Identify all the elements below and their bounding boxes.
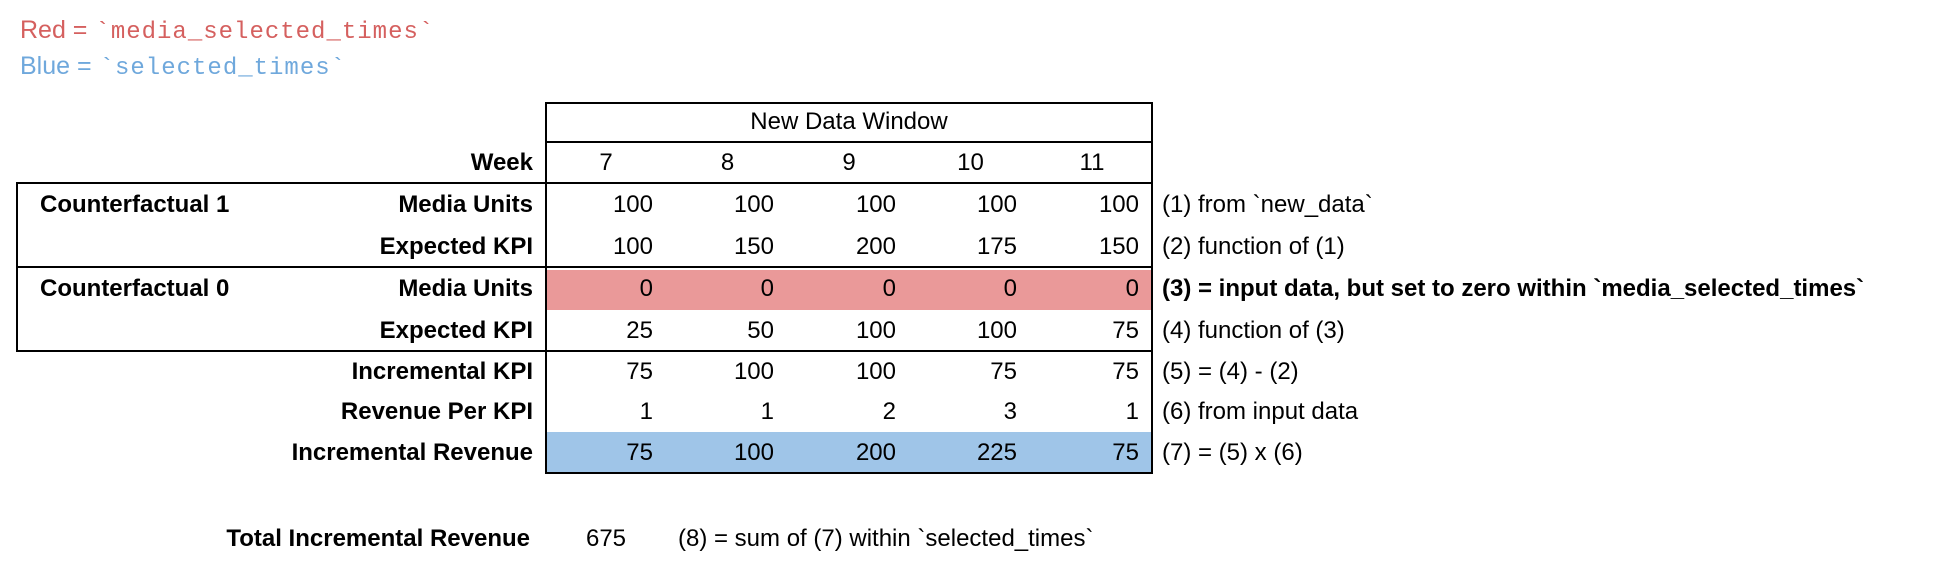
cell-r2-c2: 150: [733, 233, 774, 260]
data-block-border: [545, 102, 1153, 474]
annotation-4: (4) function of (3): [1162, 317, 1345, 344]
header-separator-line: [545, 141, 1153, 143]
cell-r4-c3: 100: [855, 317, 896, 344]
cell-r6-c4: 3: [1003, 398, 1017, 425]
cell-r4-c5: 75: [1112, 317, 1139, 344]
cell-r3-c1: 0: [639, 275, 653, 302]
group-label-counterfactual-1: Counterfactual 1: [40, 191, 230, 218]
cell-r5-c2: 100: [733, 358, 774, 385]
cell-r5-c1: 75: [626, 358, 653, 385]
cell-r4-c4: 100: [976, 317, 1017, 344]
selected-times-highlight: [547, 432, 1151, 472]
media-selected-times-highlight: [547, 270, 1151, 310]
legend-blue-code: `selected_times`: [99, 55, 347, 82]
row-label-incremental-kpi: Incremental KPI: [351, 358, 533, 385]
cell-r5-c4: 75: [990, 358, 1017, 385]
cell-r4-c2: 50: [747, 317, 774, 344]
cell-r1-c3: 100: [855, 191, 896, 218]
week-separator-line: [16, 182, 1153, 184]
cell-r2-c1: 100: [612, 233, 653, 260]
cell-r6-c1: 1: [639, 398, 653, 425]
annotation-5: (5) = (4) - (2): [1162, 358, 1299, 385]
annotation-3: (3) = input data, but set to zero within…: [1162, 275, 1865, 302]
annotation-1: (1) from `new_data`: [1162, 191, 1373, 218]
cell-r6-c2: 1: [760, 398, 774, 425]
total-incremental-revenue-label: Total Incremental Revenue: [226, 525, 530, 552]
legend-red-prefix: Red =: [20, 16, 88, 44]
cell-r7-c5: 75: [1112, 439, 1139, 466]
row-label-revenue-per-kpi: Revenue Per KPI: [340, 398, 533, 425]
cell-r6-c3: 2: [882, 398, 896, 425]
row-label-cf0-media-units: Media Units: [398, 275, 533, 302]
cell-r7-c1: 75: [626, 439, 653, 466]
week-col-8: 8: [720, 149, 735, 176]
cell-r3-c2: 0: [760, 275, 774, 302]
cell-r6-c5: 1: [1125, 398, 1139, 425]
cell-r2-c3: 200: [855, 233, 896, 260]
label-box-left-border: [16, 182, 18, 352]
cell-r1-c4: 100: [976, 191, 1017, 218]
cell-r1-c5: 100: [1098, 191, 1139, 218]
cell-r7-c2: 100: [733, 439, 774, 466]
week-col-7: 7: [599, 149, 613, 176]
cell-r2-c5: 150: [1098, 233, 1139, 260]
cell-r5-c3: 100: [855, 358, 896, 385]
cell-r5-c5: 75: [1112, 358, 1139, 385]
cell-r1-c2: 100: [733, 191, 774, 218]
annotation-6: (6) from input data: [1162, 398, 1359, 425]
legend-red-code: `media_selected_times`: [95, 19, 435, 46]
row-label-cf0-expected-kpi: Expected KPI: [379, 317, 533, 344]
group-label-counterfactual-0: Counterfactual 0: [40, 275, 230, 302]
cell-r4-c1: 25: [626, 317, 653, 344]
cell-r3-c4: 0: [1003, 275, 1017, 302]
cell-r7-c4: 225: [976, 439, 1017, 466]
annotation-8: (8) = sum of (7) within `selected_times`: [678, 525, 1094, 552]
cf1-cf0-separator-line: [16, 266, 1153, 268]
cell-r3-c5: 0: [1125, 275, 1139, 302]
week-col-9: 9: [842, 149, 856, 176]
legend-media-selected-times: Red = `media_selected_times`: [20, 16, 434, 46]
week-col-11: 11: [1079, 149, 1105, 176]
legend-selected-times: Blue = `selected_times`: [20, 52, 346, 82]
annotation-2: (2) function of (1): [1162, 233, 1345, 260]
cell-r1-c1: 100: [612, 191, 653, 218]
cf0-bottom-line: [16, 350, 1153, 352]
cell-r3-c3: 0: [882, 275, 896, 302]
row-label-cf1-media-units: Media Units: [398, 191, 533, 218]
row-label-incremental-revenue: Incremental Revenue: [291, 439, 533, 466]
row-label-cf1-expected-kpi: Expected KPI: [379, 233, 533, 260]
total-incremental-revenue-value: 675: [585, 525, 627, 552]
cell-r2-c4: 175: [976, 233, 1017, 260]
legend-blue-prefix: Blue =: [20, 52, 92, 80]
week-col-10: 10: [957, 149, 984, 176]
week-label: Week: [470, 149, 533, 176]
cell-r7-c3: 200: [855, 439, 896, 466]
annotation-7: (7) = (5) x (6): [1162, 439, 1303, 466]
new-data-window-header: New Data Window: [750, 108, 948, 135]
